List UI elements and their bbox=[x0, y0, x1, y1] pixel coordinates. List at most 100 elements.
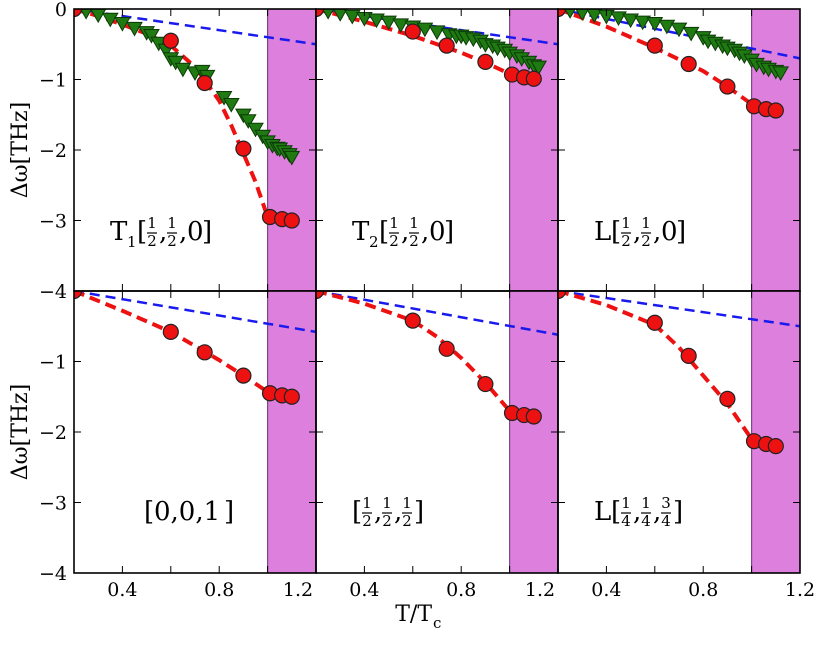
triangle-point bbox=[658, 19, 676, 35]
circle-point bbox=[477, 53, 494, 70]
triangle-point bbox=[416, 22, 434, 38]
circle-point bbox=[316, 9, 325, 18]
circle-point bbox=[680, 55, 697, 73]
triangle-point bbox=[143, 28, 160, 44]
panel-label-comma: , bbox=[394, 497, 402, 527]
panel-label-numerator: 1 bbox=[389, 214, 399, 232]
panel-label-denominator: 2 bbox=[641, 232, 651, 250]
x-tick-label: 1.2 bbox=[283, 579, 313, 601]
triangle-point bbox=[564, 9, 576, 19]
circle-point bbox=[162, 323, 179, 340]
panel-label-numerator: 1 bbox=[641, 214, 651, 232]
panel-label-numerator: 3 bbox=[661, 494, 671, 512]
circle-point bbox=[74, 9, 83, 18]
panel-label-numerator: 1 bbox=[621, 494, 631, 512]
circle-point bbox=[196, 74, 213, 92]
panel-label-prefix: T bbox=[110, 217, 128, 247]
panel-label: T 2[12, 12, 0] bbox=[352, 214, 454, 251]
panel-label-denominator: 2 bbox=[409, 232, 419, 250]
circle-point bbox=[558, 291, 567, 300]
triangle-point bbox=[80, 9, 93, 20]
x-tick-label: 0.8 bbox=[688, 579, 718, 601]
triangle-point bbox=[174, 62, 192, 78]
panel-label-index: 0 bbox=[661, 217, 678, 247]
panel-label-denominator: 2 bbox=[382, 512, 392, 530]
circle-point bbox=[719, 78, 736, 95]
y-tick-label: −4 bbox=[39, 563, 67, 585]
panel-label-denominator: 2 bbox=[147, 232, 157, 250]
critical-region-band bbox=[750, 9, 800, 291]
panel-label-bracket: [ bbox=[137, 217, 147, 247]
fit-curve bbox=[558, 9, 777, 112]
panel-label-comma: , bbox=[401, 217, 409, 247]
circle-point bbox=[646, 314, 663, 331]
linear-trend-line bbox=[316, 291, 558, 336]
panel-label-comma: , bbox=[374, 497, 382, 527]
y-tick-label: −2 bbox=[39, 422, 67, 444]
panel-label-bracket: [ bbox=[611, 497, 621, 527]
x-tick-label: 1.2 bbox=[785, 579, 815, 601]
panel-label-comma: , bbox=[421, 217, 429, 247]
circle-point bbox=[283, 388, 300, 405]
fit-curve bbox=[558, 291, 754, 441]
y-tick-label: 0 bbox=[55, 0, 67, 21]
circle-point bbox=[767, 438, 784, 455]
circle-point bbox=[719, 390, 736, 407]
circle-point bbox=[196, 344, 213, 361]
x-tick-label: 0.8 bbox=[446, 579, 476, 601]
panel-label-comma: , bbox=[633, 497, 641, 527]
circle-point bbox=[235, 367, 252, 384]
triangle-point bbox=[622, 13, 639, 29]
panel-label-numerator: 1 bbox=[147, 214, 157, 232]
panel-1 bbox=[74, 9, 316, 291]
panel-label-numerator: 1 bbox=[409, 214, 419, 232]
panel-label-subscript: 1 bbox=[127, 233, 137, 251]
panel-3 bbox=[558, 9, 800, 291]
panel-label: L[12, 12, 0] bbox=[594, 214, 686, 250]
circle-point bbox=[74, 291, 83, 300]
triangle-point bbox=[610, 11, 627, 26]
x-axis-ticks: 0.4 0.8 1.2 0.4 0.8 1.2 0.4 0.8 1.2 bbox=[107, 579, 815, 601]
triangle-point bbox=[772, 66, 790, 81]
panel-ticks bbox=[316, 291, 558, 573]
circle-point bbox=[767, 102, 784, 119]
panel-label-denominator: 4 bbox=[641, 512, 651, 530]
panel-label-numerator: 1 bbox=[621, 214, 631, 232]
panel-label-index: 0 bbox=[429, 217, 446, 247]
panel-label-denominator: 4 bbox=[661, 512, 671, 530]
y-axis-ticks-bottom: −4 −1 −2 −3 −4 bbox=[39, 281, 67, 585]
triangle-point bbox=[283, 150, 301, 166]
panel-label-comma: , bbox=[179, 217, 187, 247]
triangle-point bbox=[670, 22, 688, 38]
panel-label-comma: , bbox=[159, 217, 167, 247]
triangle-point bbox=[392, 18, 410, 34]
circle-point bbox=[235, 140, 252, 157]
circle-point bbox=[525, 70, 542, 87]
circle-point bbox=[162, 32, 179, 49]
y-tick-label: −2 bbox=[39, 140, 67, 162]
linear-trend-line bbox=[74, 291, 316, 334]
panel-label-denominator: 2 bbox=[167, 232, 177, 250]
circle-point bbox=[316, 291, 325, 300]
triangle-point bbox=[530, 60, 548, 76]
panel-label-bracket: ] bbox=[673, 497, 683, 527]
panel-label-denominator: 2 bbox=[621, 232, 631, 250]
circle-point bbox=[404, 23, 421, 40]
panel-6 bbox=[558, 291, 800, 573]
triangle-point bbox=[682, 26, 700, 42]
panel-label-denominator: 4 bbox=[621, 512, 631, 530]
panel-label-subscript: 2 bbox=[369, 233, 379, 251]
panel-2 bbox=[316, 9, 558, 291]
circle-point bbox=[438, 340, 455, 357]
panel-label-denominator: 2 bbox=[362, 512, 372, 530]
y-tick-label: −1 bbox=[39, 70, 67, 92]
panel-frame bbox=[557, 290, 801, 574]
triangle-point bbox=[332, 9, 348, 22]
x-axis-label-subscript: c bbox=[433, 614, 441, 632]
panel-label: L[14, 14, 34] bbox=[594, 494, 683, 530]
panel-label-prefix: T bbox=[352, 217, 370, 247]
panel-label-comma: , bbox=[653, 497, 661, 527]
circle-point bbox=[283, 212, 300, 229]
critical-region-band bbox=[509, 291, 558, 573]
